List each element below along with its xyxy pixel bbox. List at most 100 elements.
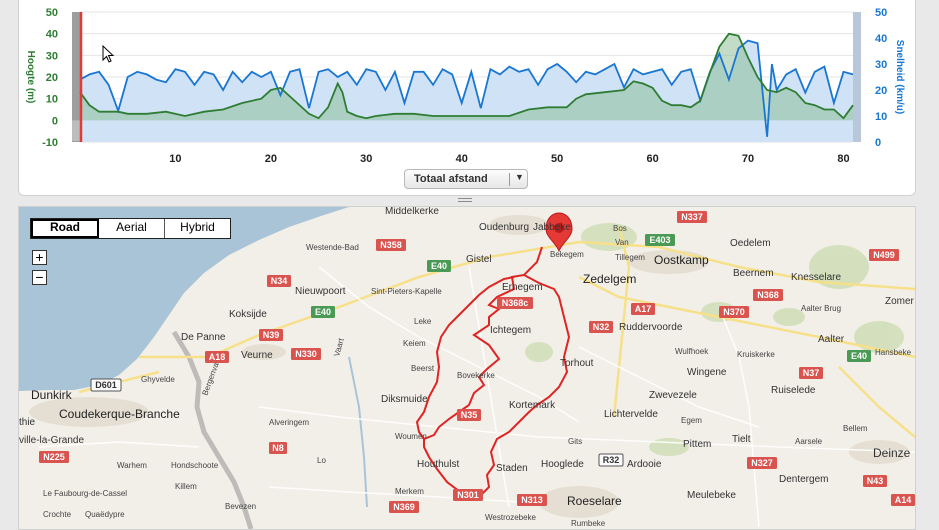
left-tick-label: 50 — [46, 7, 58, 19]
road-shield: N369 — [389, 501, 419, 513]
map-mode-aerial[interactable]: Aerial — [99, 219, 165, 238]
svg-text:E40: E40 — [315, 307, 331, 317]
secondary-roads — [38, 266, 915, 528]
elevation-speed-chart[interactable]: 50 40 30 20 10 0 -10 50 40 30 20 10 0 10 20 30 40 50 60 7… — [19, 0, 915, 195]
zoom-in-button[interactable]: + — [32, 250, 47, 265]
x-tick-label: 30 — [360, 153, 372, 165]
town-label: Zedelgem — [583, 272, 636, 286]
town-label: Le Faubourg-de-Cassel — [43, 489, 127, 498]
town-label: Houthulst — [417, 459, 459, 470]
road-shield: N330 — [291, 348, 321, 360]
town-label: Ichtegem — [490, 325, 531, 336]
town-label: Bevezen — [225, 502, 256, 511]
map-panel[interactable]: Bekegem Middelkerke Oudenburg Jabbeke Bos Va… — [18, 206, 916, 530]
town-label: Torhout — [560, 358, 594, 369]
road-shield: N358 — [376, 239, 406, 251]
right-tick-label: 10 — [875, 111, 887, 123]
road-shield: E40 — [847, 350, 871, 362]
svg-text:N37: N37 — [803, 368, 820, 378]
map-mode-road[interactable]: Road — [31, 219, 99, 238]
road-shield: R32 — [598, 453, 624, 467]
svg-text:N313: N313 — [521, 495, 543, 505]
town-label: Hondschoote — [171, 461, 219, 470]
right-axis-title: Snelheid (km/u) — [894, 40, 905, 114]
town-label: Westende-Bad — [306, 243, 359, 252]
border-line — [171, 330, 254, 529]
road-shield: N37 — [799, 367, 823, 379]
town-label: Jabbeke — [533, 222, 571, 233]
town-label: Hooglede — [541, 459, 584, 470]
svg-text:N368: N368 — [757, 290, 779, 300]
x-tick-label: 10 — [169, 153, 181, 165]
svg-text:A18: A18 — [209, 352, 226, 362]
town-label: ville-la-Grande — [19, 435, 84, 446]
road-shield: N39 — [259, 329, 283, 341]
sea — [19, 207, 349, 391]
town-label: Woumen — [395, 432, 427, 441]
town-label: Bellem — [843, 424, 868, 433]
map-mode-hybrid[interactable]: Hybrid — [180, 220, 215, 234]
axis-band — [72, 77, 80, 98]
road-shield: N225 — [39, 451, 69, 463]
town-label: Van — [615, 238, 629, 247]
x-tick-label: 70 — [742, 153, 754, 165]
town-label: Quaëdypre — [85, 510, 125, 519]
svg-text:E40: E40 — [431, 261, 447, 271]
town-label: Pittem — [683, 439, 711, 450]
chevron-down-icon[interactable]: ▼ — [515, 172, 524, 182]
town-label: Rumbeke — [571, 519, 606, 528]
left-axis-ticks: 50 40 30 20 10 0 -10 — [42, 7, 58, 149]
speed-line — [79, 39, 854, 137]
svg-text:N369: N369 — [393, 502, 415, 512]
town-label: Aalter Brug — [801, 304, 841, 313]
svg-text:N43: N43 — [867, 476, 884, 486]
town-label: Bovekerke — [457, 371, 495, 380]
x-axis-selector[interactable]: Totaal afstand ▼ — [404, 169, 528, 189]
road-shield: N368c — [497, 297, 533, 309]
town-label: Ghyvelde — [141, 375, 175, 384]
svg-text:N330: N330 — [295, 349, 317, 359]
svg-text:N32: N32 — [593, 322, 610, 332]
road-shield: N35 — [457, 409, 481, 421]
right-tick-label: 0 — [875, 137, 881, 149]
route-map[interactable]: Bekegem Middelkerke Oudenburg Jabbeke Bos Va… — [19, 207, 915, 529]
town-label: Tielt — [732, 434, 751, 445]
left-tick-label: 20 — [46, 72, 58, 84]
road-shield: N499 — [869, 249, 899, 261]
town-label: Warhem — [117, 461, 147, 470]
svg-text:N301: N301 — [457, 490, 479, 500]
town-label: Staden — [496, 463, 528, 474]
left-axis-title: Hoogte (m) — [25, 51, 36, 104]
road-shield: N337 — [677, 211, 707, 223]
svg-text:A14: A14 — [895, 495, 912, 505]
town-label: Ardooie — [627, 459, 662, 470]
town-label: Aarsele — [795, 437, 823, 446]
town-label: Diksmuide — [381, 394, 428, 405]
svg-text:N225: N225 — [43, 452, 65, 462]
right-axis-ticks: 50 40 30 20 10 0 — [875, 7, 887, 149]
road-shield: N43 — [863, 475, 887, 487]
town-label: Bos — [613, 224, 627, 233]
town-label: Gits — [568, 437, 582, 446]
pin-label: Bekegem — [550, 250, 584, 259]
town-label: Roeselare — [567, 494, 622, 508]
town-labels: Middelkerke Oudenburg Jabbeke Bos Van Tillege… — [19, 207, 915, 528]
canal — [348, 356, 368, 508]
town-label: thie — [19, 417, 36, 428]
left-axis-strip — [72, 12, 80, 142]
svg-text:N327: N327 — [751, 458, 773, 468]
town-label: Aalter — [818, 334, 845, 345]
road-shield: N370 — [719, 306, 749, 318]
location-pin-icon[interactable]: Bekegem — [545, 212, 584, 259]
zoom-out-button[interactable]: − — [32, 270, 47, 285]
town-label: Knesselare — [791, 272, 841, 283]
town-label: Sint-Pieters-Kapelle — [371, 287, 442, 296]
svg-text:N337: N337 — [681, 212, 703, 222]
town-label: Lo — [317, 456, 326, 465]
panel-splitter-handle[interactable] — [458, 198, 472, 204]
town-label: Vaart — [332, 337, 346, 358]
town-label: Meulebeke — [687, 490, 736, 501]
chart-panel: 50 40 30 20 10 0 -10 50 40 30 20 10 0 10 20 30 40 50 60 7… — [18, 0, 916, 196]
road-shield: A17 — [631, 303, 655, 315]
svg-text:N358: N358 — [380, 240, 402, 250]
